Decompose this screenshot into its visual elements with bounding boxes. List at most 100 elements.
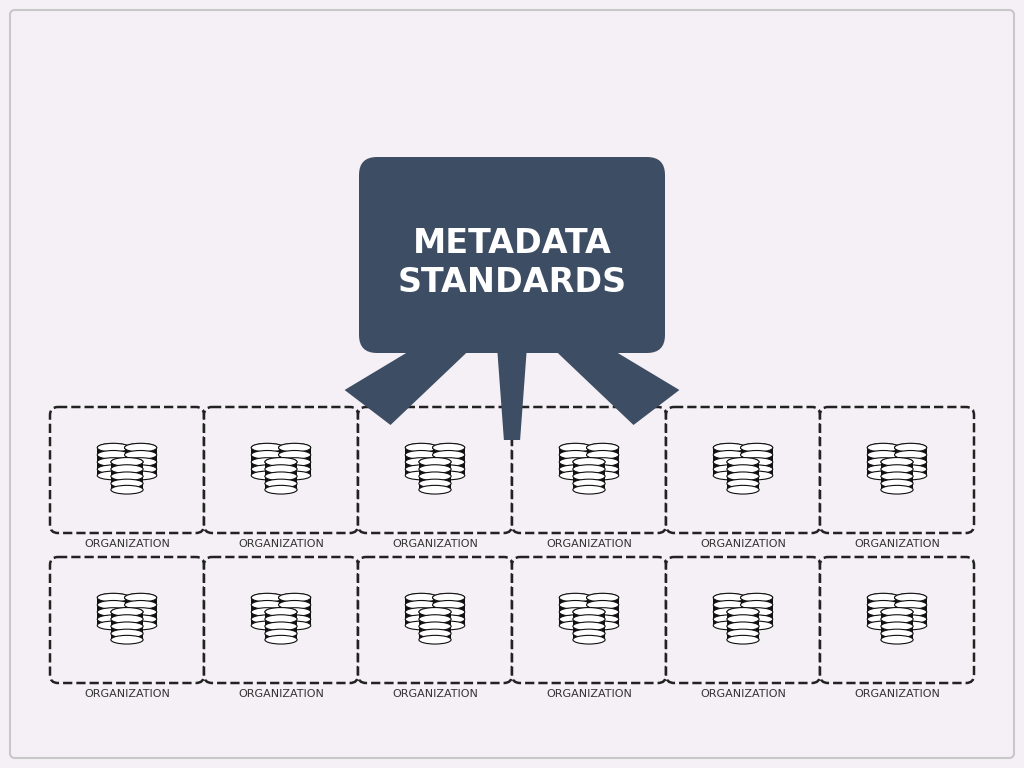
Ellipse shape: [714, 458, 745, 466]
Bar: [572, 634, 605, 640]
FancyBboxPatch shape: [512, 407, 666, 533]
Ellipse shape: [559, 621, 592, 630]
Bar: [572, 476, 605, 482]
Ellipse shape: [727, 465, 759, 473]
Bar: [740, 448, 773, 454]
Bar: [265, 626, 297, 633]
Ellipse shape: [714, 443, 745, 452]
Ellipse shape: [714, 594, 745, 602]
Ellipse shape: [111, 614, 143, 624]
Bar: [895, 619, 927, 625]
Bar: [587, 462, 618, 468]
Ellipse shape: [125, 471, 157, 480]
Ellipse shape: [419, 607, 452, 616]
Ellipse shape: [97, 615, 129, 624]
Ellipse shape: [727, 607, 759, 616]
Ellipse shape: [714, 615, 745, 624]
FancyBboxPatch shape: [358, 407, 512, 533]
Bar: [714, 598, 745, 604]
FancyBboxPatch shape: [204, 557, 358, 683]
Bar: [572, 469, 605, 475]
Ellipse shape: [111, 465, 143, 473]
Ellipse shape: [265, 607, 297, 616]
Bar: [406, 605, 437, 611]
Ellipse shape: [406, 471, 437, 480]
Ellipse shape: [97, 451, 129, 459]
Ellipse shape: [867, 443, 899, 452]
Bar: [740, 619, 773, 625]
Ellipse shape: [432, 594, 465, 602]
Ellipse shape: [251, 458, 284, 466]
Bar: [97, 598, 129, 604]
Ellipse shape: [97, 458, 129, 466]
Bar: [432, 619, 465, 625]
Bar: [740, 612, 773, 618]
Ellipse shape: [251, 615, 284, 624]
Bar: [867, 598, 899, 604]
Bar: [714, 619, 745, 625]
Ellipse shape: [432, 443, 465, 452]
Ellipse shape: [125, 458, 157, 466]
Ellipse shape: [251, 594, 284, 602]
Text: ORGANIZATION: ORGANIZATION: [700, 539, 786, 549]
Bar: [279, 455, 310, 461]
Ellipse shape: [279, 443, 310, 452]
FancyBboxPatch shape: [820, 557, 974, 683]
Ellipse shape: [432, 465, 465, 474]
Bar: [881, 634, 913, 640]
Bar: [727, 462, 759, 468]
Ellipse shape: [895, 443, 927, 452]
Bar: [727, 484, 759, 490]
Bar: [587, 612, 618, 618]
Ellipse shape: [432, 458, 465, 466]
Text: ORGANIZATION: ORGANIZATION: [238, 689, 324, 699]
Ellipse shape: [714, 443, 745, 452]
Bar: [559, 448, 592, 454]
Ellipse shape: [432, 607, 465, 617]
Bar: [125, 469, 157, 475]
Bar: [587, 469, 618, 475]
Ellipse shape: [432, 601, 465, 609]
Ellipse shape: [881, 472, 913, 481]
Ellipse shape: [265, 479, 297, 488]
Bar: [406, 469, 437, 475]
Ellipse shape: [740, 621, 773, 630]
Bar: [727, 634, 759, 640]
Bar: [432, 469, 465, 475]
Ellipse shape: [895, 465, 927, 474]
Ellipse shape: [559, 465, 592, 474]
Bar: [251, 598, 284, 604]
Ellipse shape: [265, 465, 297, 473]
Bar: [279, 605, 310, 611]
Bar: [279, 598, 310, 604]
Bar: [111, 484, 143, 490]
Bar: [265, 612, 297, 618]
Bar: [895, 448, 927, 454]
Ellipse shape: [867, 451, 899, 459]
Ellipse shape: [419, 465, 452, 473]
Ellipse shape: [265, 614, 297, 624]
Ellipse shape: [125, 443, 157, 452]
Bar: [432, 598, 465, 604]
Ellipse shape: [572, 458, 605, 466]
Text: ORGANIZATION: ORGANIZATION: [546, 689, 632, 699]
Ellipse shape: [587, 451, 618, 459]
Ellipse shape: [740, 607, 773, 617]
Ellipse shape: [406, 615, 437, 624]
Text: ORGANIZATION: ORGANIZATION: [84, 539, 170, 549]
Bar: [251, 448, 284, 454]
Bar: [714, 462, 745, 468]
Ellipse shape: [265, 607, 297, 616]
Bar: [251, 455, 284, 461]
Ellipse shape: [406, 451, 437, 459]
Ellipse shape: [125, 601, 157, 609]
Ellipse shape: [97, 601, 129, 609]
Ellipse shape: [572, 622, 605, 631]
Ellipse shape: [740, 471, 773, 480]
Ellipse shape: [867, 443, 899, 452]
Bar: [251, 612, 284, 618]
Ellipse shape: [867, 458, 899, 466]
Ellipse shape: [881, 607, 913, 616]
Bar: [279, 612, 310, 618]
Ellipse shape: [111, 458, 143, 466]
